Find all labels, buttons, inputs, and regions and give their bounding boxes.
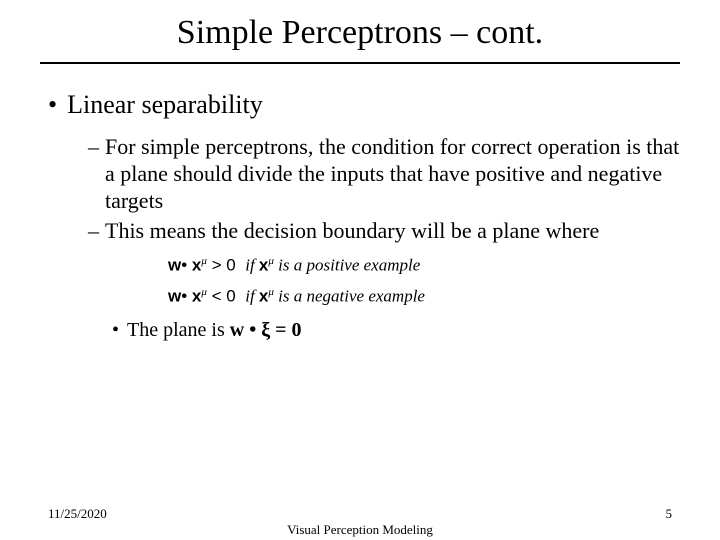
plane-w: w — [230, 319, 244, 341]
content-area: • Linear separability – For simple percep… — [40, 90, 680, 342]
dash-marker: – — [88, 134, 99, 214]
plane-eq: = 0 — [270, 319, 301, 341]
plane-pre: The plane is — [127, 319, 230, 341]
math-w: w — [168, 256, 181, 275]
plane-xi: ξ — [261, 319, 270, 341]
bullet-marker: • — [112, 319, 119, 341]
math-x2: x — [259, 256, 268, 275]
math-tail: is a positive example — [274, 256, 420, 275]
dot-icon: • — [181, 287, 187, 306]
slide-title: Simple Perceptrons – cont. — [40, 14, 680, 64]
footer-title: Visual Perception Modeling — [0, 522, 720, 538]
slide: Simple Perceptrons – cont. • Linear separ… — [0, 0, 720, 540]
bullet-text: Linear separability — [67, 90, 263, 119]
math-x: x — [192, 256, 201, 275]
math-line-positive: w• xμ > 0 if xμ is a positive example — [168, 255, 680, 276]
dot-icon: • — [181, 256, 187, 275]
math-rel: < 0 — [207, 287, 241, 306]
dash-marker: – — [88, 218, 99, 245]
subpoint-2-text: This means the decision boundary will be… — [105, 218, 680, 245]
footer-date: 11/25/2020 — [48, 506, 107, 522]
subpoint-1-text: For simple perceptrons, the condition fo… — [105, 134, 680, 214]
math-conditions: w• xμ > 0 if xμ is a positive example w•… — [48, 255, 680, 306]
subpoint-plane-equation: • The plane is w • ξ = 0 — [48, 319, 680, 342]
math-w: w — [168, 287, 181, 306]
subpoint-1: – For simple perceptrons, the condition … — [88, 134, 680, 214]
footer-page-number: 5 — [666, 506, 673, 522]
bullet-marker: • — [48, 90, 57, 119]
math-x2: x — [259, 287, 268, 306]
math-line-negative: w• xμ < 0 if xμ is a negative example — [168, 286, 680, 307]
bullet-linear-separability: • Linear separability — [48, 90, 680, 120]
subpoints: – For simple perceptrons, the condition … — [48, 134, 680, 245]
math-if: if — [245, 287, 259, 306]
math-rel: > 0 — [207, 256, 241, 275]
math-if: if — [245, 256, 259, 275]
math-x: x — [192, 287, 201, 306]
math-tail: is a negative example — [274, 287, 425, 306]
subpoint-2: – This means the decision boundary will … — [88, 218, 680, 245]
plane-dot: • — [244, 319, 261, 341]
